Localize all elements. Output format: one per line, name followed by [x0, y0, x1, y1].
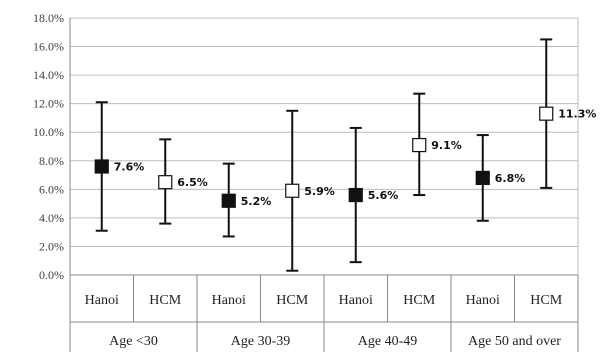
y-tick-label: 18.0%: [33, 11, 64, 25]
y-tick-label: 10.0%: [33, 125, 64, 139]
y-tick-label: 2.0%: [39, 239, 64, 253]
category-label: HCM: [149, 293, 181, 308]
markers: [94, 106, 554, 208]
y-tick-label: 8.0%: [39, 154, 64, 168]
y-tick-label: 16.0%: [33, 40, 64, 54]
error-bars: [95, 38, 553, 272]
y-tick-labels: 0.0% 2.0% 4.0% 6.0% 8.0% 10.0% 12.0% 14.0% 16.0%…: [33, 11, 64, 282]
point-marker: [221, 193, 236, 208]
point-marker: [158, 175, 173, 190]
category-label: HCM: [403, 293, 435, 308]
category-label: Hanoi: [466, 293, 500, 308]
category-label: HCM: [276, 293, 308, 308]
point-marker: [348, 187, 363, 203]
gridlines: [70, 17, 578, 276]
category-label: HCM: [530, 293, 562, 308]
data-label: 7.6%: [114, 160, 145, 173]
group-label: Age 50 and over: [468, 334, 561, 349]
category-label: Hanoi: [339, 293, 373, 308]
y-tick-label: 12.0%: [33, 97, 64, 111]
data-label: 5.6%: [368, 189, 399, 202]
category-label: Hanoi: [85, 293, 119, 308]
point-marker: [475, 170, 490, 186]
data-label: 6.5%: [177, 176, 208, 189]
data-label: 5.9%: [304, 185, 335, 198]
point-marker: [285, 183, 300, 198]
group-label: Age <30: [109, 334, 158, 349]
point-marker: [412, 137, 427, 153]
y-tick-label: 4.0%: [39, 211, 64, 225]
group-label: Age 30-39: [231, 334, 291, 349]
category-label: Hanoi: [212, 293, 246, 308]
data-label: 11.3%: [558, 108, 596, 121]
point-marker: [539, 106, 554, 121]
data-label: 9.1%: [431, 139, 462, 152]
data-label: 6.8%: [495, 172, 526, 185]
data-labels: 7.6% 5.2% 5.6% 6.8% 6.5% 5.9% 9.1% 11.3%: [114, 108, 597, 208]
data-label: 5.2%: [241, 195, 272, 208]
y-tick-label: 14.0%: [33, 68, 64, 82]
category-labels: Hanoi HCM Hanoi HCM Hanoi HCM Hanoi HCM Age <30 A…: [85, 293, 563, 349]
axes: [69, 18, 579, 352]
y-tick-label: 6.0%: [39, 182, 64, 196]
point-marker: [94, 159, 109, 174]
group-label: Age 40-49: [358, 334, 418, 349]
y-tick-label: 0.0%: [39, 268, 64, 282]
